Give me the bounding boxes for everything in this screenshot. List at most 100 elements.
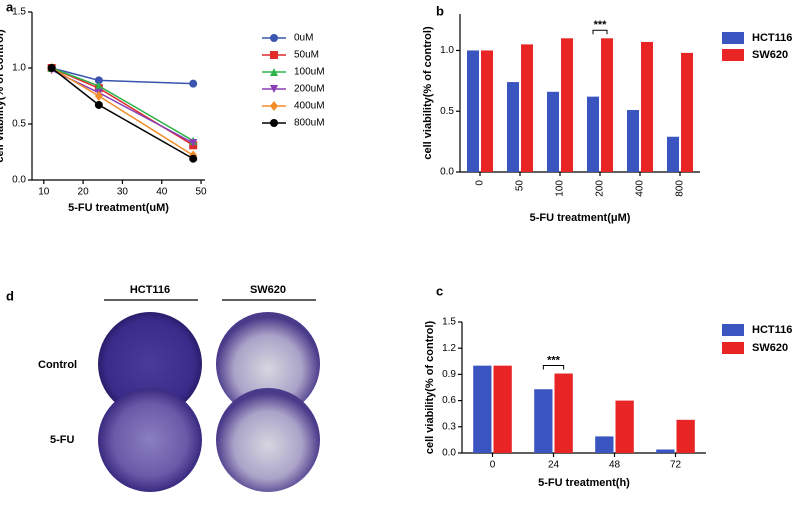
y-tick-label: 1.0	[440, 45, 454, 56]
bar	[521, 44, 533, 173]
bar	[641, 41, 653, 173]
legend-label: 0uM	[294, 33, 313, 44]
y-tick-label: 0.0	[440, 167, 454, 178]
y-tick-label: 0.0	[12, 175, 26, 186]
legend-swatch	[722, 32, 744, 44]
x-tick-label: 72	[670, 460, 682, 471]
legend-label: 800uM	[294, 118, 325, 129]
marker	[270, 68, 278, 76]
marker	[270, 34, 278, 42]
legend-swatch	[722, 342, 744, 354]
marker	[189, 139, 198, 148]
x-tick-label: 50	[196, 187, 208, 198]
legend-label: HCT116	[752, 32, 792, 44]
x-axis-label: 5-FU treatment(h)	[538, 477, 630, 489]
panel-label: d	[6, 288, 14, 303]
marker	[94, 76, 103, 85]
annotation: ***	[594, 19, 608, 31]
y-tick-label: 1.5	[442, 317, 456, 328]
x-tick-label: 20	[78, 187, 90, 198]
y-tick-label: 0.5	[440, 106, 454, 117]
x-tick-label: 40	[156, 187, 168, 198]
bar	[587, 96, 599, 172]
column-label: HCT116	[130, 284, 170, 296]
marker	[189, 79, 198, 88]
y-tick-label: 0.5	[12, 119, 26, 130]
legend-swatch	[722, 49, 744, 61]
marker	[270, 119, 278, 127]
well-image	[216, 388, 320, 492]
row-label: Control	[38, 359, 77, 371]
panel-label: b	[436, 3, 444, 18]
bar	[676, 419, 695, 453]
legend-label: SW620	[752, 342, 788, 354]
significance-bracket	[542, 365, 565, 370]
y-tick-label: 0.0	[442, 448, 456, 459]
x-tick-label: 200	[595, 180, 606, 197]
panel-label: c	[436, 283, 443, 298]
y-tick-label: 0.3	[442, 421, 456, 432]
bar	[601, 38, 613, 172]
marker	[270, 101, 278, 111]
column-label: SW620	[250, 284, 286, 296]
x-tick-label: 10	[38, 187, 50, 198]
x-tick-label: 50	[515, 180, 526, 192]
bar	[467, 50, 479, 172]
legend-label: 400uM	[294, 101, 325, 112]
bar	[656, 449, 675, 453]
well-image	[216, 312, 320, 416]
legend-label: HCT116	[752, 324, 792, 336]
bar	[554, 373, 573, 453]
y-axis-label: cell viability(% of control)	[0, 29, 6, 163]
marker	[270, 51, 278, 59]
y-axis-label: cell viability(% of control)	[422, 26, 434, 160]
marker	[94, 91, 103, 101]
marker	[47, 64, 56, 72]
bar	[534, 389, 553, 453]
x-tick-label: 400	[635, 180, 646, 197]
y-tick-label: 1.0	[12, 63, 26, 74]
y-tick-label: 0.9	[442, 369, 456, 380]
legend-swatch	[722, 324, 744, 336]
x-tick-label: 0	[475, 180, 486, 186]
x-tick-label: 0	[490, 460, 496, 471]
y-tick-label: 1.5	[12, 7, 26, 18]
bar	[627, 110, 639, 172]
y-tick-label: 1.2	[442, 343, 456, 354]
marker	[189, 154, 198, 163]
marker	[94, 100, 103, 109]
significance-bracket	[592, 29, 608, 35]
well-image	[98, 388, 202, 492]
bar	[681, 52, 693, 173]
bar	[561, 38, 573, 172]
legend-label: 200uM	[294, 84, 325, 95]
bar	[615, 400, 634, 453]
x-axis-label: 5-FU treatment(uM)	[68, 202, 169, 214]
marker	[270, 85, 278, 93]
x-tick-label: 30	[117, 187, 129, 198]
bar	[473, 365, 492, 453]
bar	[507, 82, 519, 172]
bar	[595, 436, 614, 453]
legend-label: 100uM	[294, 67, 325, 78]
bar	[481, 50, 493, 172]
well-image	[98, 312, 202, 416]
bar	[667, 136, 679, 172]
x-tick-label: 48	[609, 460, 621, 471]
bar	[493, 365, 512, 453]
y-tick-label: 0.6	[442, 395, 456, 406]
legend-label: SW620	[752, 49, 788, 61]
marker	[94, 81, 103, 90]
x-tick-label: 800	[675, 180, 686, 197]
x-tick-label: 24	[548, 460, 560, 471]
legend-label: 50uM	[294, 50, 319, 61]
annotation: ***	[547, 354, 561, 366]
y-axis-label: cell viability(% of control)	[424, 321, 436, 455]
x-axis-label: 5-FU treatment(μM)	[530, 212, 631, 224]
x-tick-label: 100	[555, 180, 566, 197]
image-panel: d HCT116 SW620 Control 5-FU	[6, 284, 320, 492]
bar	[547, 91, 559, 172]
row-label: 5-FU	[50, 434, 75, 446]
panel-label: a	[6, 0, 14, 14]
